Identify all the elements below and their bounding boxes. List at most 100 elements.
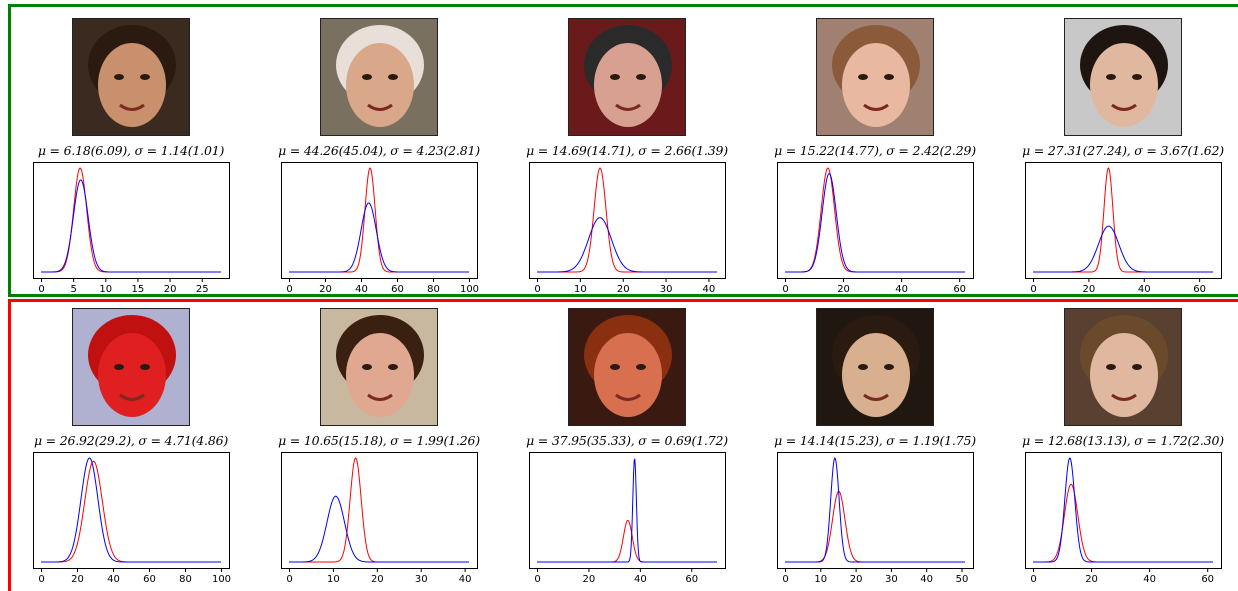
face-icon bbox=[321, 309, 437, 425]
plot-axes-frame bbox=[777, 452, 974, 569]
face-thumbnail bbox=[568, 18, 686, 136]
x-tick-label: 40 bbox=[920, 574, 933, 585]
plot-axes-frame bbox=[281, 452, 478, 569]
predicted-curve bbox=[537, 458, 717, 563]
age-distribution-plot: 0 20 40 60 80 100 bbox=[33, 452, 231, 585]
predicted-curve bbox=[785, 173, 965, 273]
face-thumbnail bbox=[72, 308, 190, 426]
x-tick-label: 60 bbox=[1201, 574, 1214, 585]
face-thumbnail bbox=[816, 308, 934, 426]
age-stats-caption: μ = 14.14(15.23), σ = 1.19(1.75) bbox=[774, 433, 976, 448]
face-thumbnail bbox=[320, 308, 438, 426]
x-tick-label: 10 bbox=[99, 284, 112, 295]
x-tick-label: 20 bbox=[583, 574, 596, 585]
x-tick-label: 30 bbox=[415, 574, 428, 585]
x-tick-label: 20 bbox=[164, 284, 177, 295]
face-icon bbox=[1065, 19, 1181, 135]
face-thumbnail bbox=[72, 18, 190, 136]
age-distribution-plot: 0 10 20 30 40 bbox=[281, 452, 478, 585]
x-tick-label: 20 bbox=[371, 574, 384, 585]
plot-axes-frame bbox=[33, 452, 230, 569]
age-distribution-plot: 0 10 20 30 40 bbox=[529, 162, 726, 295]
age-distribution-plot: 0 20 40 60 80 100 bbox=[281, 162, 479, 295]
x-tick-label: 20 bbox=[1083, 284, 1096, 295]
x-tick-label: 40 bbox=[1143, 574, 1156, 585]
face-icon bbox=[817, 19, 933, 135]
x-tick-label: 40 bbox=[459, 574, 472, 585]
predicted-curve bbox=[1033, 225, 1213, 273]
predicted-curve bbox=[289, 202, 469, 273]
x-tick-label: 30 bbox=[660, 284, 673, 295]
x-tick-label: 100 bbox=[212, 574, 231, 585]
x-tick-label: 0 bbox=[782, 574, 788, 585]
face-thumbnail bbox=[816, 18, 934, 136]
x-tick-label: 40 bbox=[634, 574, 647, 585]
plot-axes-frame bbox=[529, 452, 726, 569]
x-tick-label: 25 bbox=[196, 284, 209, 295]
age-distribution-plot: 0 10 20 30 40 50 bbox=[777, 452, 974, 585]
x-tick-label: 40 bbox=[1138, 284, 1151, 295]
predicted-curve bbox=[537, 217, 717, 273]
x-tick-label: 20 bbox=[837, 284, 850, 295]
x-tick-label: 20 bbox=[850, 574, 863, 585]
incorrect-predictions-frame bbox=[8, 299, 1238, 591]
age-stats-caption: μ = 44.26(45.04), σ = 4.23(2.81) bbox=[278, 143, 480, 158]
face-icon bbox=[817, 309, 933, 425]
plot-axes-frame bbox=[33, 162, 230, 279]
plot-axes-frame bbox=[777, 162, 974, 279]
predicted-curve bbox=[785, 457, 965, 563]
age-distribution-plot: 0 20 40 60 bbox=[529, 452, 726, 585]
face-thumbnail bbox=[320, 18, 438, 136]
predicted-curve bbox=[41, 179, 221, 273]
x-tick-label: 40 bbox=[703, 284, 716, 295]
x-tick-label: 20 bbox=[319, 284, 332, 295]
x-tick-label: 0 bbox=[534, 574, 540, 585]
plot-axes-frame bbox=[281, 162, 478, 279]
face-icon bbox=[1065, 309, 1181, 425]
x-tick-label: 10 bbox=[574, 284, 587, 295]
x-tick-label: 20 bbox=[1085, 574, 1098, 585]
x-tick-label: 20 bbox=[617, 284, 630, 295]
predicted-curve bbox=[41, 457, 221, 563]
x-tick-label: 30 bbox=[885, 574, 898, 585]
age-distribution-plot: 0 20 40 60 bbox=[1025, 452, 1222, 585]
plot-axes-frame bbox=[529, 162, 726, 279]
age-stats-caption: μ = 37.95(35.33), σ = 0.69(1.72) bbox=[526, 433, 728, 448]
x-tick-label: 40 bbox=[355, 284, 368, 295]
x-tick-label: 0 bbox=[286, 574, 292, 585]
x-tick-label: 0 bbox=[286, 284, 292, 295]
x-tick-label: 10 bbox=[814, 574, 827, 585]
x-tick-label: 5 bbox=[70, 284, 76, 295]
face-thumbnail bbox=[1064, 18, 1182, 136]
x-tick-label: 0 bbox=[534, 284, 540, 295]
x-tick-label: 50 bbox=[956, 574, 969, 585]
x-tick-label: 20 bbox=[71, 574, 84, 585]
face-icon bbox=[569, 309, 685, 425]
age-distribution-plot: 0 5 10 15 20 25 bbox=[33, 162, 230, 295]
x-tick-label: 10 bbox=[327, 574, 340, 585]
x-tick-label: 100 bbox=[460, 284, 479, 295]
face-icon bbox=[73, 19, 189, 135]
x-tick-label: 0 bbox=[38, 574, 44, 585]
x-tick-label: 80 bbox=[427, 284, 440, 295]
x-tick-label: 60 bbox=[391, 284, 404, 295]
x-tick-label: 60 bbox=[685, 574, 698, 585]
face-thumbnail bbox=[568, 308, 686, 426]
x-tick-label: 15 bbox=[132, 284, 145, 295]
age-stats-caption: μ = 15.22(14.77), σ = 2.42(2.29) bbox=[774, 143, 976, 158]
x-tick-label: 60 bbox=[143, 574, 156, 585]
age-stats-caption: μ = 14.69(14.71), σ = 2.66(1.39) bbox=[526, 143, 728, 158]
face-icon bbox=[569, 19, 685, 135]
predicted-curve bbox=[289, 495, 469, 563]
x-tick-label: 0 bbox=[1030, 574, 1036, 585]
x-tick-label: 80 bbox=[179, 574, 192, 585]
age-stats-caption: μ = 12.68(13.13), σ = 1.72(2.30) bbox=[1022, 433, 1224, 448]
correct-predictions-frame bbox=[8, 4, 1238, 297]
x-tick-label: 60 bbox=[953, 284, 966, 295]
age-stats-caption: μ = 6.18(6.09), σ = 1.14(1.01) bbox=[37, 143, 225, 158]
age-stats-caption: μ = 26.92(29.2), σ = 4.71(4.86) bbox=[33, 433, 229, 448]
age-distribution-plot: 0 20 40 60 bbox=[777, 162, 974, 295]
face-icon bbox=[321, 19, 437, 135]
age-stats-caption: μ = 27.31(27.24), σ = 3.67(1.62) bbox=[1022, 143, 1224, 158]
x-tick-label: 40 bbox=[107, 574, 120, 585]
